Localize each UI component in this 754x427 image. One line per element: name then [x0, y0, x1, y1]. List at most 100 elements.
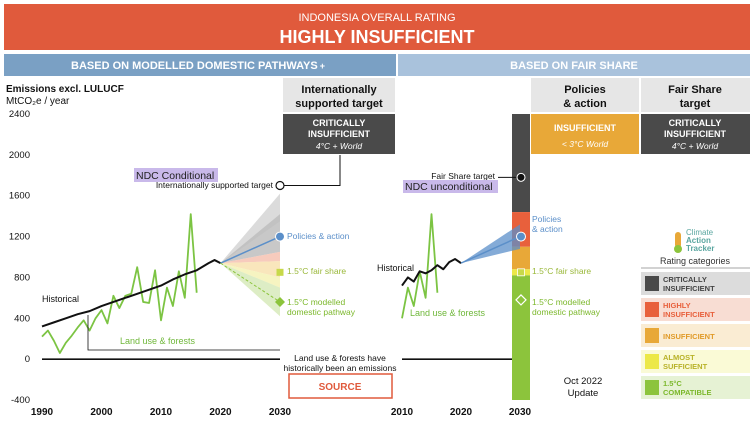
- lulucf-note-line2: historically been an emissions: [284, 363, 397, 373]
- historical-label-right: Historical: [377, 263, 414, 273]
- x-tick-label-left: 2030: [269, 407, 292, 418]
- intl-header-line2: supported target: [295, 98, 383, 110]
- legend-right-modelled-1: 1.5°C modelled: [532, 297, 590, 307]
- rating-category-swatch: [645, 328, 659, 343]
- y-tick-label: 400: [14, 313, 30, 324]
- fair-share-band: [512, 246, 530, 270]
- legend-right-policies-2: & action: [532, 224, 563, 234]
- legend-left-policies: Policies & action: [287, 231, 350, 241]
- rating-category-label: CRITICALLY: [663, 275, 707, 284]
- lulucf-line-left: [41, 213, 198, 354]
- policies-marker-left: [275, 231, 285, 242]
- rating-category-label: ALMOST: [663, 353, 695, 362]
- rating-category-label: SUFFICIENT: [663, 362, 708, 371]
- fair-rating-note: 4°C + World: [672, 141, 718, 151]
- x-tick-label-right: 2030: [509, 407, 532, 418]
- rating-category-label: INSUFFICIENT: [663, 284, 715, 293]
- ndc-conditional-label: NDC Conditional: [136, 170, 214, 182]
- fair-rating-line2: INSUFFICIENT: [664, 129, 727, 139]
- policies-rating-box: [531, 114, 639, 154]
- insufficient-range-band: [220, 261, 280, 278]
- ndc-conditional-highlight: [134, 168, 218, 182]
- x-tick-label-right: 2010: [391, 407, 414, 418]
- y-tick-label: 2000: [9, 150, 30, 161]
- intl-rating-line2: INSUFFICIENT: [308, 129, 371, 139]
- modelled-marker-right: [515, 294, 527, 306]
- source-button[interactable]: [288, 373, 393, 399]
- policies-header-line1: Policies: [564, 84, 606, 96]
- x-tick-label-left: 2020: [209, 407, 232, 418]
- legend-left-modelled-1: 1.5°C modelled: [287, 297, 345, 307]
- lulucf-label-right: Land use & forests: [410, 308, 486, 318]
- y-tick-label: -400: [11, 395, 30, 406]
- intl-rating-box: [283, 114, 395, 154]
- y-tick-label: 800: [14, 272, 30, 283]
- intl-header-bg: [283, 78, 395, 112]
- historical-label-left: Historical: [42, 294, 79, 304]
- critically-range-band: [220, 193, 280, 264]
- rating-category-swatch: [645, 380, 659, 395]
- policies-line-right: [460, 235, 521, 264]
- section-right-title: BASED ON FAIR SHARE: [510, 60, 638, 72]
- update-line1: Oct 2022: [564, 376, 603, 387]
- legend-right-fair: 1.5°C fair share: [532, 266, 591, 276]
- policies-rating-note: < 3°C World: [562, 139, 608, 149]
- fair-header-line1: Fair Share: [668, 84, 722, 96]
- source-label: SOURCE: [319, 382, 362, 393]
- thermometer-bulb-icon: [674, 245, 682, 253]
- y-tick-label: 0: [25, 354, 30, 365]
- legend-left-fair: 1.5°C fair share: [287, 266, 346, 276]
- fair-share-target-label: Fair Share target: [431, 171, 495, 181]
- ndc-unconditional-label: NDC unconditional: [405, 181, 493, 193]
- update-line2: Update: [568, 388, 599, 399]
- fair-share-target-marker: [516, 172, 526, 182]
- y-axis-unit: MtCO₂e / year: [6, 96, 70, 107]
- intl-target-marker: [275, 180, 285, 191]
- x-tick-label-left: 1990: [31, 407, 54, 418]
- section-left-header: [4, 54, 396, 76]
- legend-right-modelled-2: domestic pathway: [532, 307, 601, 317]
- y-tick-label: 2400: [9, 109, 30, 120]
- fair-rating-box: [641, 114, 750, 154]
- cat-logo-line3: Tracker: [686, 244, 714, 253]
- rating-category-item: [641, 272, 750, 295]
- historical-line-right: [401, 258, 462, 287]
- rating-categories-title: Rating categories: [660, 256, 731, 266]
- policies-rating-line1: INSUFFICIENT: [554, 123, 617, 133]
- cat-logo-line2: Action: [686, 236, 711, 245]
- fair-header-bg: [641, 78, 750, 112]
- rating-category-swatch: [645, 354, 659, 369]
- highly-range-band: [220, 251, 280, 264]
- y-tick-label: 1600: [9, 191, 30, 202]
- policies-header-bg: [531, 78, 639, 112]
- policies-header-line2: & action: [563, 98, 607, 110]
- rating-category-swatch: [645, 302, 659, 317]
- intl-target-connector: [284, 155, 341, 186]
- thermometer-icon: [675, 232, 681, 248]
- legend-left-modelled-2: domestic pathway: [287, 307, 356, 317]
- lulucf-connector: [87, 315, 280, 351]
- lulucf-note-line1: Land use & forests have: [294, 353, 386, 363]
- fair-share-band: [512, 275, 530, 400]
- intl-rating-line1: CRITICALLY: [313, 118, 366, 128]
- intl-header-line1: Internationally: [301, 84, 377, 96]
- compatible-range-band: [220, 263, 280, 317]
- cat-logo: Climate Action Tracker: [674, 228, 714, 253]
- y-axis-title: Emissions excl. LULUCF: [6, 84, 124, 95]
- banner-title: HIGHLY INSUFFICIENT: [279, 27, 474, 47]
- y-tick-label: 1200: [9, 232, 30, 243]
- lulucf-label-left: Land use & forests: [120, 336, 196, 346]
- banner-subtitle: INDONESIA OVERALL RATING: [298, 12, 455, 24]
- rating-category-item: [641, 298, 750, 321]
- modelled-pathway-line: [220, 262, 281, 303]
- policies-marker-right: [516, 231, 526, 242]
- section-right-header: [398, 54, 750, 76]
- historical-line-left: [41, 259, 221, 328]
- intl-rating-note: 4°C + World: [316, 141, 362, 151]
- fair-share-marker-right: [517, 268, 525, 277]
- rating-banner: [4, 4, 750, 50]
- x-tick-label-left: 2010: [150, 407, 173, 418]
- fair-share-marker-left: [276, 268, 284, 276]
- rating-category-swatch: [645, 276, 659, 291]
